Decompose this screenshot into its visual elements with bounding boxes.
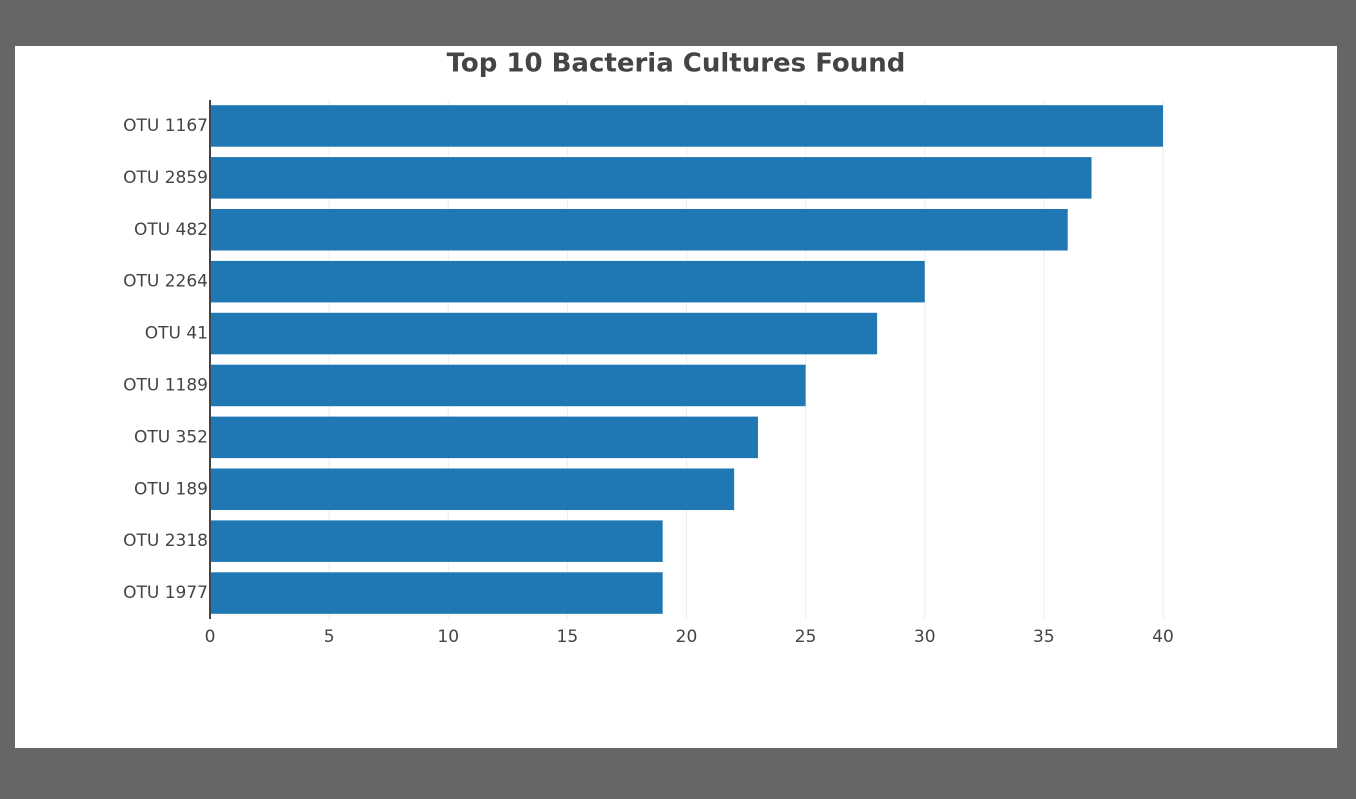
bar [210,468,735,511]
bar [210,208,1068,251]
bar [210,260,925,303]
x-tick-label: 10 [437,627,459,647]
y-tick-label: OTU 352 [134,427,208,447]
x-tick-label: 35 [1033,627,1055,647]
bar [210,520,663,562]
bar [210,157,1092,199]
y-tick-label: OTU 1189 [123,375,208,395]
y-tick-label: OTU 2264 [123,272,208,292]
x-tick-label: 30 [914,627,936,647]
x-tick-label: 0 [205,627,216,647]
y-tick-label: OTU 41 [145,324,208,344]
bar [210,364,806,407]
y-tick-label: OTU 1977 [123,583,208,603]
chart-title: Top 10 Bacteria Cultures Found [447,49,906,79]
y-tick-label: OTU 2318 [123,531,208,551]
y-tick-label: OTU 2859 [123,168,208,188]
x-tick-label: 25 [795,627,817,647]
y-tick-label: OTU 1167 [123,116,208,136]
x-tick-label: 5 [324,627,335,647]
bar [210,572,663,614]
bar [210,416,758,459]
y-tick-label: OTU 482 [134,220,208,240]
bar [210,105,1163,147]
bar [210,312,878,355]
x-tick-label: 15 [557,627,579,647]
x-tick-label: 40 [1152,627,1174,647]
x-tick-label: 20 [676,627,698,647]
y-tick-label: OTU 189 [134,479,208,499]
